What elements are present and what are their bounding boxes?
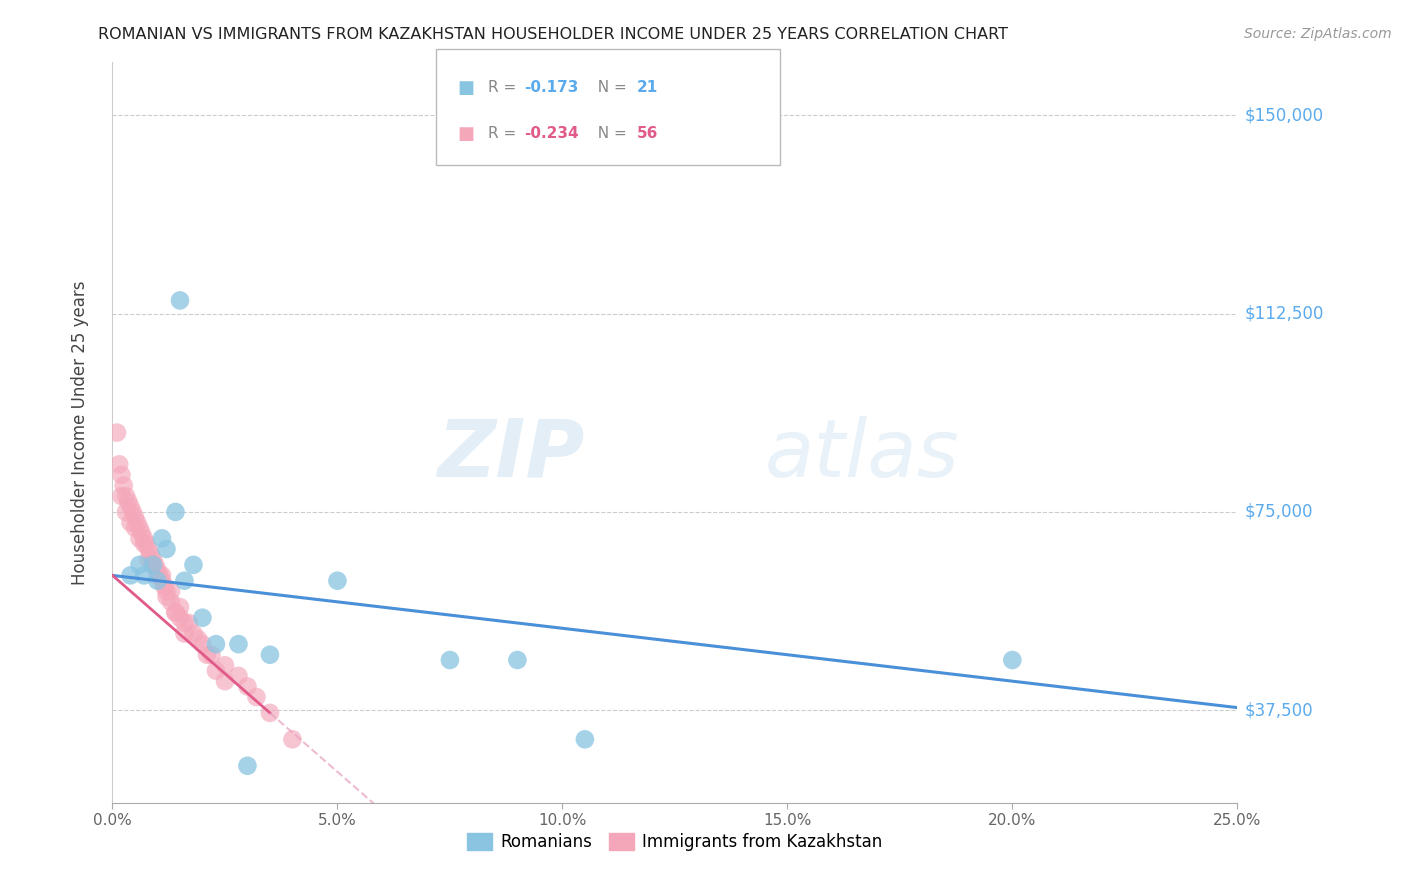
Point — [132, 568, 155, 582]
Point — [150, 532, 173, 546]
Point — [120, 568, 142, 582]
Point — [173, 574, 195, 588]
Point — [155, 590, 177, 604]
Point — [200, 648, 222, 662]
Point — [195, 648, 218, 662]
Point — [183, 558, 205, 572]
Point — [205, 637, 228, 651]
Text: ■: ■ — [457, 125, 474, 143]
Text: ROMANIAN VS IMMIGRANTS FROM KAZAKHSTAN HOUSEHOLDER INCOME UNDER 25 YEARS CORRELA: ROMANIAN VS IMMIGRANTS FROM KAZAKHSTAN H… — [98, 27, 1008, 42]
Point — [574, 732, 596, 747]
Point — [236, 758, 259, 772]
Text: 56: 56 — [637, 127, 658, 141]
Point — [169, 610, 191, 624]
Point — [110, 489, 132, 503]
Point — [124, 510, 146, 524]
Point — [127, 516, 149, 530]
Point — [128, 532, 150, 546]
Point — [177, 615, 200, 630]
Point — [259, 706, 281, 720]
Point — [326, 574, 349, 588]
Point — [150, 568, 173, 582]
Point — [105, 425, 128, 440]
Text: N =: N = — [588, 80, 631, 95]
Point — [191, 610, 214, 624]
Point — [142, 558, 165, 572]
Point — [160, 595, 183, 609]
Text: R =: R = — [488, 127, 522, 141]
Point — [160, 584, 183, 599]
Point — [155, 584, 177, 599]
Point — [135, 536, 157, 550]
Point — [120, 516, 142, 530]
Point — [146, 568, 169, 582]
Point — [128, 558, 150, 572]
Point — [110, 467, 132, 482]
Point — [173, 615, 195, 630]
Point — [132, 532, 155, 546]
Point — [506, 653, 529, 667]
Point — [115, 505, 138, 519]
Point — [131, 526, 153, 541]
Point — [281, 732, 304, 747]
Text: atlas: atlas — [765, 416, 960, 494]
Point — [165, 505, 187, 519]
Point — [169, 293, 191, 308]
Point — [183, 626, 205, 640]
Point — [149, 568, 172, 582]
Point — [165, 606, 187, 620]
Text: N =: N = — [588, 127, 631, 141]
Point — [143, 558, 166, 572]
Point — [173, 626, 195, 640]
Point — [142, 558, 165, 572]
Text: ZIP: ZIP — [437, 416, 585, 494]
Point — [214, 658, 236, 673]
Point — [228, 637, 250, 651]
Point — [191, 637, 214, 651]
Text: -0.173: -0.173 — [524, 80, 579, 95]
Point — [245, 690, 267, 704]
Point — [205, 664, 228, 678]
Y-axis label: Householder Income Under 25 years: Householder Income Under 25 years — [70, 280, 89, 585]
Text: 21: 21 — [637, 80, 658, 95]
Text: ■: ■ — [457, 78, 474, 96]
Point — [155, 541, 177, 556]
Point — [228, 669, 250, 683]
Point — [128, 521, 150, 535]
Point — [169, 600, 191, 615]
Point — [146, 574, 169, 588]
Point — [214, 674, 236, 689]
Point — [138, 541, 160, 556]
Text: $37,500: $37,500 — [1244, 701, 1313, 719]
Point — [165, 606, 187, 620]
Point — [108, 458, 131, 472]
Point — [138, 552, 160, 566]
Point — [124, 521, 146, 535]
Text: $150,000: $150,000 — [1244, 106, 1323, 124]
Point — [1001, 653, 1024, 667]
Point — [132, 536, 155, 550]
Text: -0.234: -0.234 — [524, 127, 579, 141]
Legend: Romanians, Immigrants from Kazakhstan: Romanians, Immigrants from Kazakhstan — [461, 826, 889, 857]
Point — [120, 500, 142, 514]
Point — [146, 563, 169, 577]
Point — [153, 579, 176, 593]
Point — [439, 653, 461, 667]
Point — [187, 632, 209, 646]
Point — [259, 648, 281, 662]
Point — [121, 505, 143, 519]
Text: Source: ZipAtlas.com: Source: ZipAtlas.com — [1244, 27, 1392, 41]
Point — [236, 680, 259, 694]
Point — [112, 478, 135, 492]
Point — [142, 552, 165, 566]
Point — [139, 547, 162, 561]
Point — [115, 489, 138, 503]
Text: $75,000: $75,000 — [1244, 503, 1313, 521]
Point — [117, 494, 139, 508]
Point — [150, 574, 173, 588]
Text: $112,500: $112,500 — [1244, 305, 1323, 323]
Text: R =: R = — [488, 80, 522, 95]
